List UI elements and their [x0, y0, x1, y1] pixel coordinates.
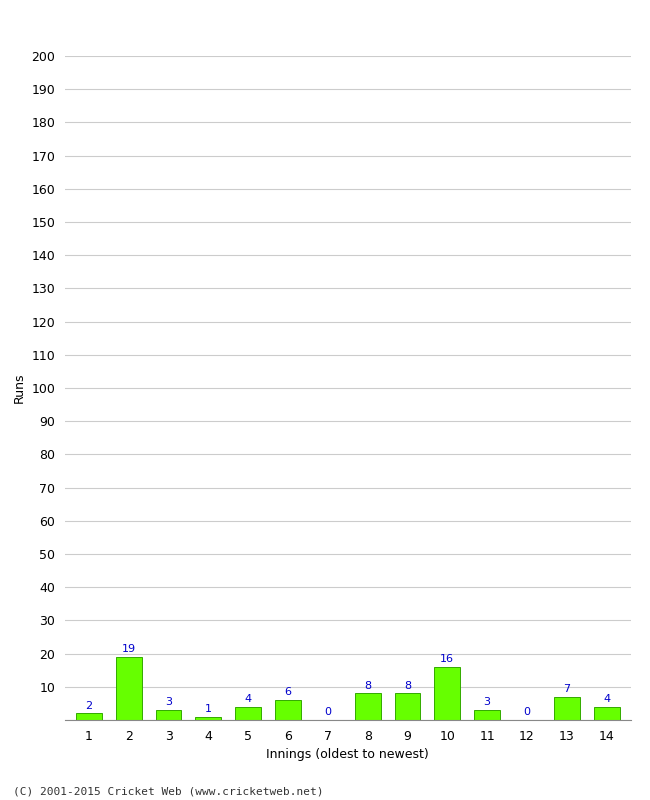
- Text: 3: 3: [484, 698, 491, 707]
- Bar: [116, 657, 142, 720]
- Text: 16: 16: [440, 654, 454, 664]
- Bar: [196, 717, 221, 720]
- Text: 0: 0: [324, 707, 332, 718]
- Bar: [434, 667, 460, 720]
- Bar: [395, 694, 421, 720]
- Text: 6: 6: [285, 687, 291, 698]
- Text: 8: 8: [364, 681, 371, 690]
- Text: 0: 0: [523, 707, 530, 718]
- Text: 3: 3: [165, 698, 172, 707]
- Bar: [554, 697, 580, 720]
- Bar: [474, 710, 500, 720]
- Bar: [275, 700, 301, 720]
- Text: 4: 4: [603, 694, 610, 704]
- Text: 19: 19: [122, 644, 136, 654]
- Bar: [593, 706, 619, 720]
- Bar: [155, 710, 181, 720]
- X-axis label: Innings (oldest to newest): Innings (oldest to newest): [266, 748, 429, 762]
- Text: 4: 4: [244, 694, 252, 704]
- Text: 2: 2: [85, 701, 92, 710]
- Bar: [355, 694, 381, 720]
- Text: (C) 2001-2015 Cricket Web (www.cricketweb.net): (C) 2001-2015 Cricket Web (www.cricketwe…: [13, 786, 324, 796]
- Bar: [235, 706, 261, 720]
- Bar: [76, 714, 102, 720]
- Y-axis label: Runs: Runs: [13, 373, 26, 403]
- Text: 1: 1: [205, 704, 212, 714]
- Text: 7: 7: [563, 684, 570, 694]
- Text: 8: 8: [404, 681, 411, 690]
